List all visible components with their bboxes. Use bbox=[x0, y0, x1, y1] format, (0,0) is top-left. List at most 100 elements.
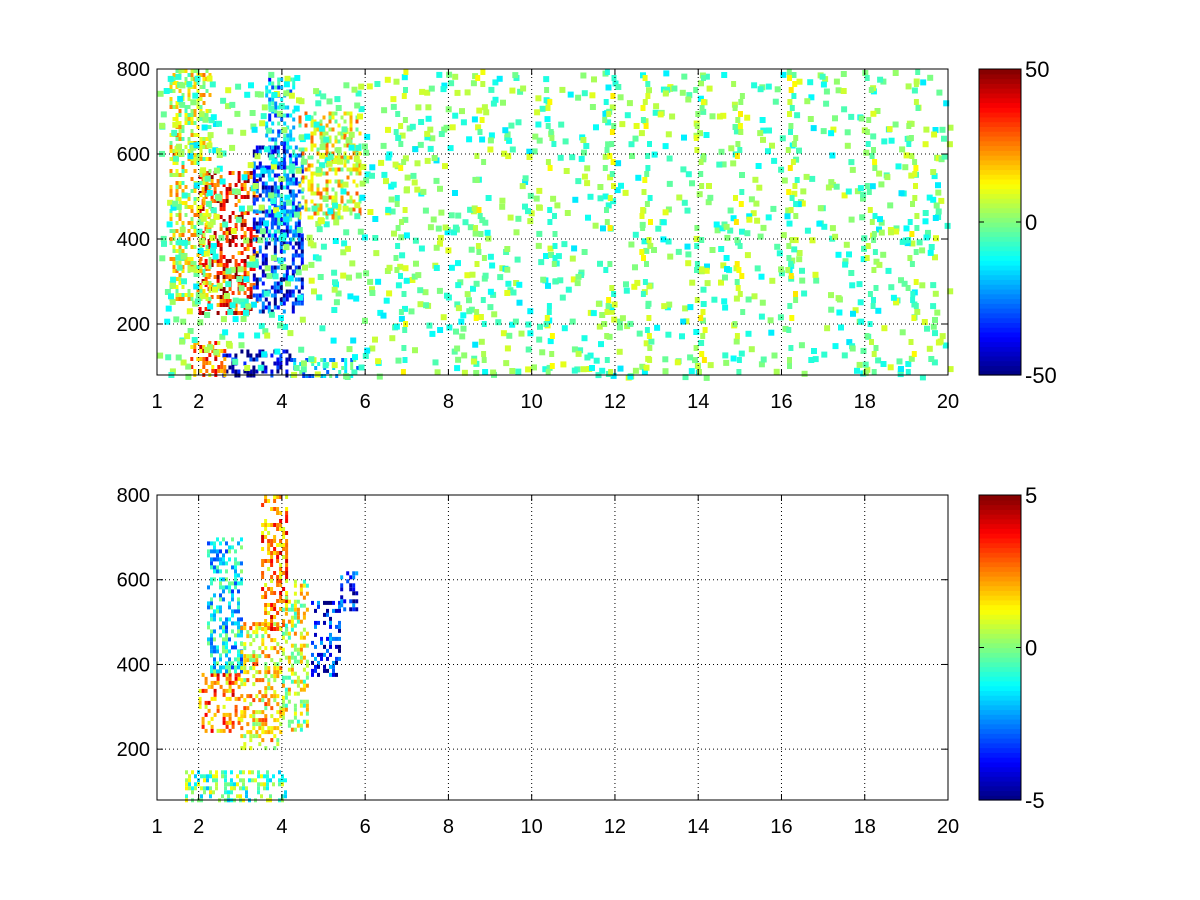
heatmap-cell bbox=[293, 715, 297, 720]
heatmap-cell bbox=[205, 89, 209, 93]
heatmap-cell bbox=[641, 369, 648, 376]
heatmap-cell bbox=[402, 216, 409, 223]
heatmap-cell bbox=[187, 229, 191, 233]
heatmap-cell bbox=[684, 207, 691, 214]
heatmap-cell bbox=[227, 790, 230, 795]
heatmap-cell bbox=[261, 281, 265, 286]
heatmap-cell bbox=[243, 179, 247, 183]
heatmap-cell bbox=[661, 303, 668, 310]
heatmap-cell bbox=[228, 585, 231, 590]
heatmap-cell bbox=[592, 222, 599, 229]
heatmap-cell bbox=[258, 734, 262, 739]
heatmap-cell bbox=[788, 261, 794, 267]
heatmap-cell bbox=[288, 293, 292, 298]
heatmap-cell bbox=[340, 595, 344, 600]
heatmap-cell bbox=[254, 91, 261, 98]
colorbar-swatch bbox=[979, 83, 1021, 89]
heatmap-cell bbox=[252, 153, 256, 158]
heatmap-cell bbox=[190, 245, 194, 249]
heatmap-cell bbox=[474, 261, 480, 267]
heatmap-cell bbox=[222, 720, 226, 725]
heatmap-cell bbox=[276, 365, 280, 370]
x-tick-label: 4 bbox=[276, 391, 287, 413]
heatmap-cell bbox=[716, 113, 723, 120]
heatmap-cell bbox=[219, 299, 223, 303]
heatmap-cell bbox=[237, 625, 240, 630]
heatmap-cell bbox=[580, 137, 587, 143]
heatmap-cell bbox=[207, 720, 211, 725]
heatmap-cell bbox=[216, 669, 219, 674]
heatmap-cell bbox=[269, 778, 272, 783]
heatmap-cell bbox=[932, 215, 939, 221]
heatmap-cell bbox=[693, 135, 699, 141]
heatmap-cell bbox=[846, 251, 852, 258]
heatmap-cell bbox=[610, 198, 617, 205]
heatmap-cell bbox=[222, 649, 225, 654]
heatmap-cell bbox=[270, 265, 274, 270]
heatmap-cell bbox=[640, 117, 646, 123]
heatmap-cell bbox=[698, 340, 705, 346]
heatmap-cell bbox=[694, 243, 700, 249]
heatmap-cell bbox=[284, 603, 288, 608]
heatmap-cell bbox=[908, 172, 915, 179]
heatmap-cell bbox=[289, 113, 293, 118]
heatmap-cell bbox=[205, 273, 209, 277]
heatmap-cell bbox=[947, 124, 954, 131]
heatmap-cell bbox=[417, 301, 424, 308]
heatmap-cell bbox=[181, 137, 185, 141]
heatmap-cell bbox=[246, 670, 250, 675]
heatmap-cell bbox=[765, 214, 772, 221]
heatmap-cell bbox=[250, 301, 257, 308]
heatmap-cell bbox=[277, 217, 281, 222]
colorbar-tick-label: 50 bbox=[1025, 57, 1049, 82]
heatmap-cell bbox=[258, 690, 262, 695]
heatmap-cell bbox=[230, 786, 233, 791]
heatmap-cell bbox=[265, 125, 269, 130]
heatmap-cell bbox=[228, 227, 232, 231]
heatmap-cell bbox=[265, 133, 269, 138]
heatmap-cell bbox=[240, 316, 247, 322]
heatmap-cell bbox=[270, 353, 274, 358]
heatmap-cell bbox=[415, 104, 422, 111]
heatmap-cell bbox=[291, 269, 295, 274]
heatmap-cell bbox=[418, 245, 425, 252]
heatmap-cell bbox=[699, 105, 705, 111]
heatmap-cell bbox=[252, 357, 256, 362]
heatmap-cell bbox=[247, 162, 254, 169]
colorbar-swatch bbox=[979, 714, 1021, 720]
heatmap-cell bbox=[240, 311, 244, 315]
heatmap-cell bbox=[351, 369, 358, 376]
heatmap-cell bbox=[919, 282, 926, 289]
heatmap-cell bbox=[283, 213, 287, 218]
heatmap-cell bbox=[276, 726, 280, 731]
heatmap-cell bbox=[282, 587, 286, 591]
heatmap-cell bbox=[299, 647, 303, 652]
heatmap-cell bbox=[488, 132, 495, 139]
heatmap-cell bbox=[202, 173, 206, 177]
heatmap-cell bbox=[871, 231, 877, 237]
heatmap-cell bbox=[337, 131, 341, 136]
heatmap-cell bbox=[340, 115, 344, 120]
heatmap-cell bbox=[264, 369, 268, 374]
heatmap-cell bbox=[284, 595, 288, 600]
heatmap-cell bbox=[591, 76, 597, 83]
heatmap-cell bbox=[219, 653, 222, 658]
heatmap-cell bbox=[283, 81, 290, 88]
heatmap-cell bbox=[273, 603, 277, 607]
heatmap-cell bbox=[320, 93, 327, 100]
heatmap-cell bbox=[313, 111, 317, 116]
heatmap-cell bbox=[693, 87, 699, 93]
heatmap-cell bbox=[246, 630, 250, 635]
heatmap-cell bbox=[268, 117, 272, 122]
heatmap-cell bbox=[287, 687, 291, 692]
heatmap-cell bbox=[770, 205, 777, 212]
heatmap-cell bbox=[276, 623, 280, 627]
heatmap-cell bbox=[238, 332, 245, 339]
heatmap-cell bbox=[210, 283, 214, 287]
heatmap-cell bbox=[225, 645, 228, 650]
heatmap-cell bbox=[255, 209, 259, 214]
heatmap-cell bbox=[172, 77, 176, 81]
colorbar-swatch bbox=[979, 102, 1021, 108]
heatmap-cell bbox=[219, 657, 222, 662]
heatmap-cell bbox=[234, 195, 238, 199]
